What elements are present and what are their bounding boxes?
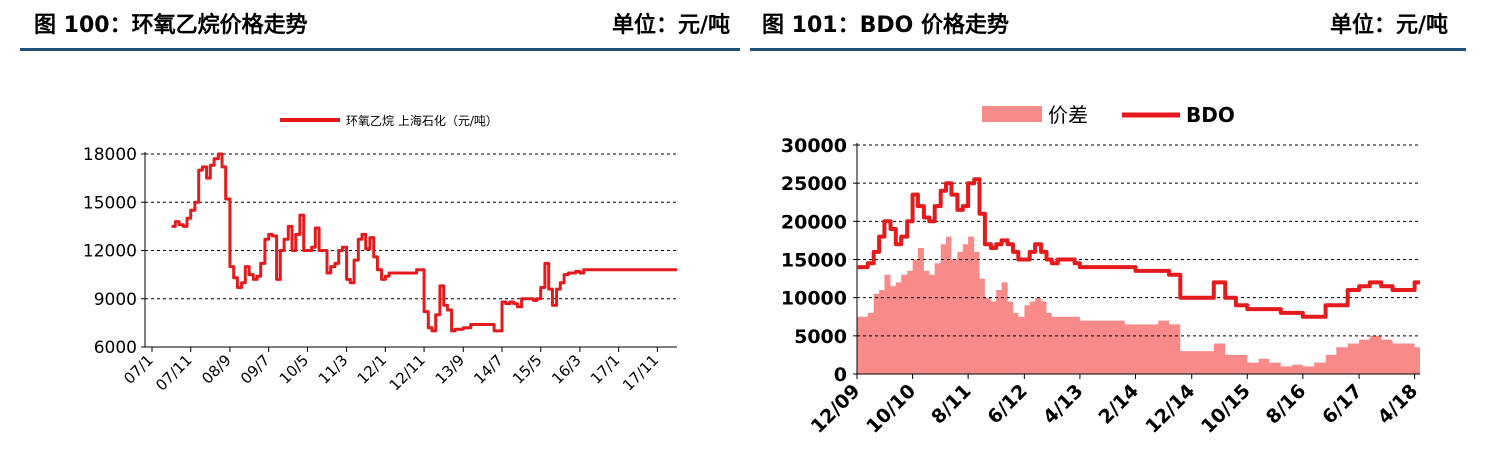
y-tick-label: 20000: [781, 211, 847, 233]
y-tick-label: 18000: [83, 145, 137, 165]
right-chart-unit: 单位：元/吨: [1329, 13, 1448, 38]
y-tick-label: 6000: [94, 338, 137, 358]
y-tick-label: 10000: [781, 288, 847, 310]
x-tick-label: 6/17: [1318, 380, 1367, 429]
left-chart-title: 图 100：环氧乙烷价格走势: [34, 13, 308, 38]
x-tick-label: 4/13: [1039, 380, 1088, 429]
legend-label-ethylene-oxide: 环氧乙烷 上海石化（元/吨）: [346, 113, 498, 128]
series-line-ethylene-oxide: [171, 152, 677, 333]
left-panel-header: 图 100：环氧乙烷价格走势 单位：元/吨: [20, 6, 740, 46]
series-line-bdo: [857, 177, 1420, 319]
y-tick-label: 0: [834, 364, 847, 386]
y-tick-label: 15000: [781, 250, 847, 272]
legend-swatch-spread: [982, 106, 1042, 122]
legend-label-spread: 价差: [1048, 103, 1088, 127]
left-chart-unit: 单位：元/吨: [611, 13, 730, 38]
y-tick-label: 9000: [94, 290, 137, 310]
x-tick-label: 12/09: [807, 380, 865, 438]
right-header-divider: [750, 48, 1466, 51]
y-tick-label: 25000: [781, 173, 847, 195]
x-tick-label: 12/14: [1141, 380, 1199, 438]
series-area-spread: [857, 236, 1420, 374]
x-tick-label: 6/12: [983, 380, 1032, 429]
y-tick-label: 12000: [83, 242, 137, 262]
right-chart-title: 图 101：BDO 价格走势: [762, 13, 1009, 38]
x-tick-label: 8/11: [927, 380, 976, 429]
x-tick-label: 2/14: [1095, 380, 1144, 429]
x-tick-label: 4/18: [1374, 380, 1423, 429]
y-tick-label: 5000: [794, 326, 847, 348]
x-tick-label: 10/15: [1197, 380, 1255, 438]
x-tick-label: 10/10: [862, 380, 920, 438]
x-tick-label: 8/16: [1262, 380, 1311, 429]
y-tick-label: 15000: [83, 193, 137, 213]
y-tick-label: 30000: [781, 135, 847, 157]
legend-label-bdo: BDO: [1186, 103, 1235, 127]
right-panel-header: 图 101：BDO 价格走势 单位：元/吨: [750, 6, 1466, 46]
left-header-divider: [20, 48, 740, 51]
